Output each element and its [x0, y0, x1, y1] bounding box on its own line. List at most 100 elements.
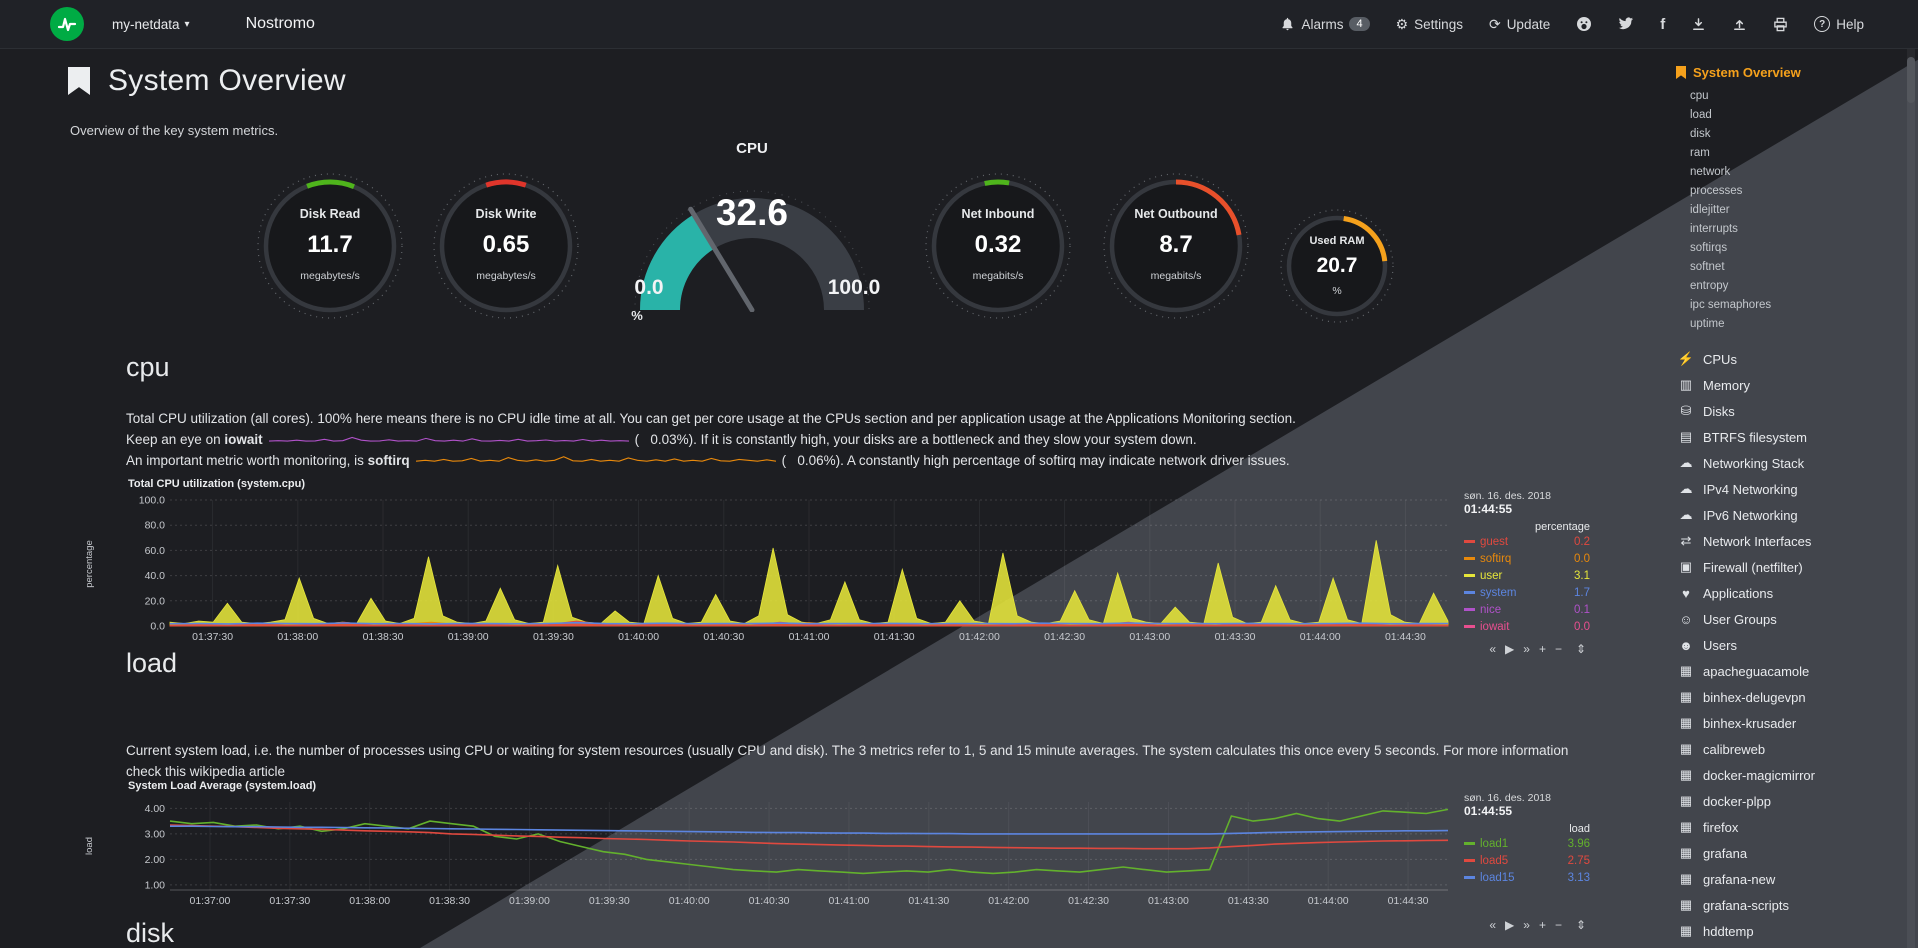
export-snapshot-button[interactable]: [1732, 17, 1747, 32]
legend-row-iowait[interactable]: iowait 0.0: [1464, 618, 1590, 635]
legend-row-load15[interactable]: load15 3.13: [1464, 869, 1590, 886]
disk-read-gauge[interactable]: Disk Read 11.7 megabytes/s: [255, 171, 405, 321]
sidebar-item-apacheguacamole[interactable]: ▦ apacheguacamole: [1676, 658, 1912, 684]
twitter-button[interactable]: [1618, 17, 1634, 31]
facebook-button[interactable]: f: [1660, 16, 1665, 33]
legend-row-system[interactable]: system 1.7: [1464, 584, 1590, 601]
sidebar-item-btrfs-filesystem[interactable]: ▤ BTRFS filesystem: [1676, 424, 1912, 450]
sidebar-item-calibreweb[interactable]: ▦ calibreweb: [1676, 736, 1912, 762]
pan-forward-button[interactable]: »: [1523, 642, 1530, 656]
load-chart-legend: søn. 16. des. 2018 01:44:55 load load1 3.…: [1464, 792, 1590, 886]
disk-section-heading: disk: [126, 918, 175, 948]
print-button[interactable]: [1773, 17, 1788, 32]
sidebar-item-label: binhex-krusader: [1703, 715, 1797, 731]
legend-row-guest[interactable]: guest 0.2: [1464, 533, 1590, 550]
sidebar-sub-items: cpu load disk ram network processes idlejitter…: [1676, 87, 1912, 334]
legend-row-nice[interactable]: nice 0.1: [1464, 601, 1590, 618]
sidebar-item-cpus[interactable]: ⚡ CPUs: [1676, 346, 1912, 372]
alarms-button[interactable]: Alarms 4: [1280, 16, 1370, 32]
load-chart-plot[interactable]: 4.00 3.00 2.00 1.00 01:37:00 01:37:30 01:38:00…: [122, 794, 1458, 917]
pan-backward-button[interactable]: «: [1489, 642, 1497, 656]
legend-row-softirq[interactable]: softirq 0.0: [1464, 550, 1590, 567]
bookmark-icon: [68, 67, 90, 95]
cpu-gauge[interactable]: CPU 32.6 0.0 100.0 %: [587, 140, 917, 426]
scrollbar-thumb[interactable]: [1907, 57, 1915, 103]
sidebar-subitem-ipc-semaphores[interactable]: ipc semaphores: [1690, 299, 1772, 311]
sidebar-subitem-cpu[interactable]: cpu: [1690, 90, 1709, 102]
sidebar-subitem-idlejitter[interactable]: idlejitter: [1690, 204, 1730, 216]
net-outbound-gauge[interactable]: Net Outbound 8.7 megabits/s: [1101, 171, 1251, 321]
zoom-in-button[interactable]: +: [1538, 918, 1546, 932]
svg-text:01:38:30: 01:38:30: [429, 895, 470, 907]
play-button[interactable]: ▶: [1505, 642, 1515, 656]
zoom-out-button[interactable]: −: [1554, 918, 1562, 932]
page-scrollbar[interactable]: [1907, 49, 1915, 948]
play-button[interactable]: ▶: [1505, 918, 1515, 932]
cpu-text-line3: An important metric worth monitoring, is…: [126, 450, 1586, 471]
cpu-text-p2-paren: (: [634, 432, 651, 447]
zoom-out-button[interactable]: −: [1554, 642, 1562, 656]
sidebar-subitem-interrupts[interactable]: interrupts: [1690, 223, 1738, 235]
sidebar-item-network-interfaces[interactable]: ⇄ Network Interfaces: [1676, 528, 1912, 554]
pan-backward-button[interactable]: «: [1489, 918, 1497, 932]
sidebar-subitem-load[interactable]: load: [1690, 109, 1712, 121]
sidebar-item-firefox[interactable]: ▦ firefox: [1676, 814, 1912, 840]
sidebar-item-docker-plpp[interactable]: ▦ docker-plpp: [1676, 788, 1912, 814]
sidebar-item-networking-stack[interactable]: ☁ Networking Stack: [1676, 450, 1912, 476]
sidebar-item-memory[interactable]: ▥ Memory: [1676, 372, 1912, 398]
sidebar-active-label: System Overview: [1693, 65, 1801, 80]
net-inbound-gauge[interactable]: Net Inbound 0.32 megabits/s: [923, 171, 1073, 321]
sidebar-item-applications[interactable]: ♥ Applications: [1676, 580, 1912, 606]
legend-row-load1[interactable]: load1 3.96: [1464, 835, 1590, 852]
folder-icon: ▤: [1679, 429, 1693, 444]
top-navbar: my-netdata ▾ Nostromo Alarms 4 ⚙ Setting…: [0, 0, 1918, 49]
grid-icon: ▦: [1679, 897, 1693, 912]
sidebar-subitem-disk[interactable]: disk: [1690, 128, 1711, 140]
sidebar-subitem-softirqs[interactable]: softirqs: [1690, 242, 1728, 254]
sidebar-subitem-entropy[interactable]: entropy: [1690, 280, 1729, 292]
legend-row-user[interactable]: user 3.1: [1464, 567, 1590, 584]
gear-icon: ⚙: [1395, 16, 1409, 32]
sidebar-item-system-overview[interactable]: System Overview: [1676, 65, 1912, 80]
sidebar-item-grafana[interactable]: ▦ grafana: [1676, 840, 1912, 866]
sidebar-subitem-ram[interactable]: ram: [1690, 147, 1710, 159]
sidebar-item-disks[interactable]: ⛁ Disks: [1676, 398, 1912, 424]
sidebar-item-grafana-new[interactable]: ▦ grafana-new: [1676, 866, 1912, 892]
sidebar-item-users[interactable]: ☻ Users: [1676, 632, 1912, 658]
sidebar-item-binhex-delugevpn[interactable]: ▦ binhex-delugevpn: [1676, 684, 1912, 710]
cpu-gauge-title: CPU: [736, 140, 768, 157]
bell-icon: [1282, 17, 1294, 31]
import-snapshot-button[interactable]: [1691, 17, 1706, 32]
gauge-unit: megabits/s: [1150, 270, 1202, 282]
help-button[interactable]: ? Help: [1814, 16, 1864, 32]
sidebar-subitem-processes[interactable]: processes: [1690, 185, 1743, 197]
update-button[interactable]: ⟳ Update: [1489, 17, 1550, 32]
sidebar-item-user-groups[interactable]: ☺ User Groups: [1676, 606, 1912, 632]
sidebar-item-docker-magicmirror[interactable]: ▦ docker-magicmirror: [1676, 762, 1912, 788]
sidebar-item-hddtemp[interactable]: ▦ hddtemp: [1676, 918, 1912, 944]
sidebar-subitem-network[interactable]: network: [1690, 166, 1731, 178]
disk-write-gauge[interactable]: Disk Write 0.65 megabytes/s: [431, 171, 581, 321]
legend-value: 2.75: [1567, 854, 1590, 867]
chart-resize-handle[interactable]: ⇕: [1575, 918, 1586, 932]
cpu-chart-plot[interactable]: 100.0 80.0 60.0 40.0 20.0 0.0 01:37:30 01:38:00…: [122, 492, 1458, 655]
legend-row-load5[interactable]: load5 2.75: [1464, 852, 1590, 869]
sidebar-item-grafana-scripts[interactable]: ▦ grafana-scripts: [1676, 892, 1912, 918]
used-ram-gauge[interactable]: Used RAM 20.7 %: [1278, 207, 1396, 325]
netdata-logo[interactable]: [50, 7, 84, 41]
zoom-in-button[interactable]: +: [1538, 642, 1546, 656]
sidebar-subitem-softnet[interactable]: softnet: [1690, 261, 1725, 273]
sidebar-subitem-uptime[interactable]: uptime: [1690, 318, 1725, 330]
gauge-label: Used RAM: [1309, 235, 1365, 248]
sidebar-item-ipv4-networking[interactable]: ☁ IPv4 Networking: [1676, 476, 1912, 502]
pan-forward-button[interactable]: »: [1523, 918, 1530, 932]
my-netdata-menu[interactable]: my-netdata ▾: [112, 17, 190, 32]
github-button[interactable]: [1576, 16, 1592, 32]
cpu-chart-toolbar: « ▶ » + −: [1489, 642, 1562, 656]
sidebar-item-ipv6-networking[interactable]: ☁ IPv6 Networking: [1676, 502, 1912, 528]
sidebar-item-firewall-netfilter-[interactable]: ▣ Firewall (netfilter): [1676, 554, 1912, 580]
sidebar-item-binhex-krusader[interactable]: ▦ binhex-krusader: [1676, 710, 1912, 736]
chart-resize-handle[interactable]: ⇕: [1575, 642, 1586, 656]
svg-text:01:41:00: 01:41:00: [829, 895, 870, 907]
settings-button[interactable]: ⚙ Settings: [1396, 17, 1463, 32]
